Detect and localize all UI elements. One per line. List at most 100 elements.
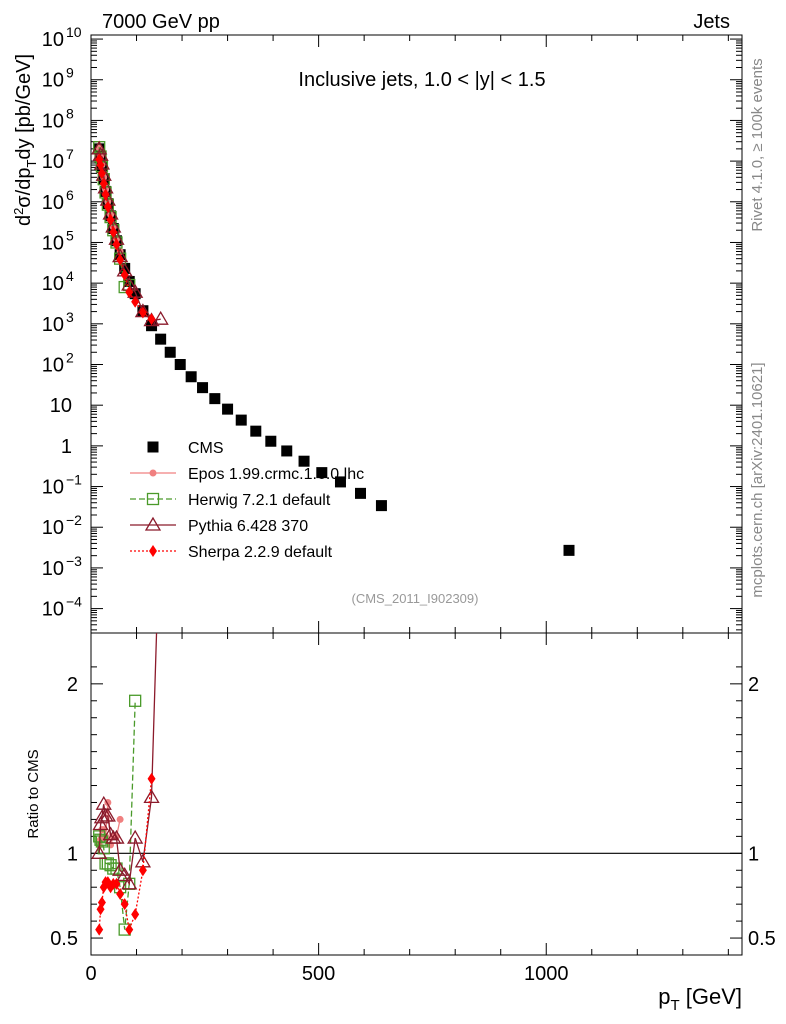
x-tick-label: 1000 (524, 963, 569, 985)
legend-label: Epos 1.99.crmc.1.6.0 lhc (188, 466, 364, 483)
ratio-plot-panel: 0 500 1000 0.5 0.5 1 1 2 2 (50, 490, 776, 985)
ratio-line (98, 633, 158, 886)
legend-label: Sherpa 2.2.9 default (188, 544, 333, 561)
ratio-point (120, 898, 129, 911)
main-y-tick-label: 10 9 (42, 65, 74, 92)
main-y-tick-label: 10 8 (42, 105, 74, 132)
data-point (563, 544, 575, 556)
ratio-y-axis-label: Ratio to CMS (25, 749, 42, 838)
ratio-series-1 (93, 694, 142, 936)
data-point (96, 159, 105, 172)
legend-entry: CMS (147, 440, 224, 457)
ratio-point (116, 887, 125, 900)
ratio-y-tick-label: 2 (67, 674, 78, 696)
ratio-point (95, 795, 112, 810)
data-point (116, 253, 125, 266)
legend-label: Pythia 6.428 370 (188, 518, 308, 535)
legend: CMS Epos 1.99.crmc.1.6.0 lhc Herwig 7.2.1 … (130, 440, 364, 561)
ratio-y-tick-label: 1 (67, 843, 78, 865)
legend-marker (149, 545, 157, 557)
data-point (109, 226, 118, 239)
legend-marker (146, 492, 160, 506)
main-y-tick-label: 10 −4 (42, 594, 82, 621)
plot-title: Inclusive jets, 1.0 < |y| < 1.5 (298, 69, 545, 91)
x-axis-label: pT [GeV] (658, 984, 742, 1014)
main-y-tick-label: 10 −2 (42, 512, 82, 539)
main-y-tick-label: 10 (50, 395, 72, 417)
data-point (298, 455, 310, 467)
ratio-point (129, 694, 142, 707)
legend-entry: Herwig 7.2.1 default (130, 492, 331, 509)
ratio-point (91, 845, 108, 859)
data-point (250, 425, 262, 437)
ratio-y-tick-label: 2 (748, 674, 759, 696)
header-right: Jets (693, 11, 730, 33)
ratio-point (108, 829, 125, 844)
x-tick-label: 0 (85, 963, 96, 985)
ratio-point (127, 829, 144, 844)
ratio-point (121, 875, 138, 890)
main-y-tick-label: 10 5 (42, 227, 74, 254)
ratio-point (110, 862, 123, 875)
ratio-point (154, 490, 168, 502)
data-point (174, 359, 186, 371)
main-series-0 (93, 143, 575, 556)
data-point (155, 333, 167, 345)
data-point (152, 310, 169, 325)
data-point (209, 393, 221, 405)
ratio-point (116, 815, 124, 823)
main-y-tick-label: 1 (61, 436, 72, 458)
ratio-point (92, 816, 109, 831)
data-point (120, 268, 129, 281)
legend-marker (147, 441, 159, 453)
legend-entry: Sherpa 2.2.9 default (130, 544, 333, 561)
ratio-y-tick-label: 0.5 (748, 928, 776, 950)
legend-entry: Epos 1.99.crmc.1.6.0 lhc (130, 466, 364, 483)
data-point (119, 262, 131, 274)
legend-entry: Pythia 6.428 370 (130, 516, 308, 535)
data-point (375, 500, 387, 512)
data-point (235, 414, 247, 426)
data-point (197, 382, 209, 394)
data-point (185, 371, 197, 383)
ratio-point (147, 772, 156, 785)
ratio-point (97, 896, 106, 909)
x-tick-label: 500 (302, 963, 335, 985)
legend-marker (144, 516, 162, 531)
ratio-point (125, 923, 134, 936)
data-point (222, 403, 234, 415)
ratio-point (99, 807, 116, 822)
main-y-tick-label: 10 10 (42, 24, 82, 51)
main-y-tick-label: 10 −3 (42, 553, 82, 580)
main-y-tick-label: 10 6 (42, 187, 74, 214)
header-left: 7000 GeV pp (102, 11, 220, 33)
mcplots-side-label: mcplots.cern.ch [arXiv:2401.10621] (749, 362, 766, 597)
data-point (97, 167, 106, 180)
ratio-y-tick-label: 0.5 (50, 928, 78, 950)
data-point (265, 435, 277, 447)
data-point (103, 200, 112, 213)
data-point (334, 476, 346, 488)
rivet-side-label: Rivet 4.1.0, ≥ 100k events (749, 58, 766, 231)
ratio-y-tick-label: 1 (748, 843, 759, 865)
data-point (316, 467, 328, 479)
main-series-4 (95, 153, 156, 326)
ratio-point (138, 864, 147, 877)
ratio-point (93, 809, 111, 824)
data-point (138, 306, 147, 319)
data-point (355, 487, 367, 499)
ratio-point (95, 923, 104, 936)
main-y-tick-label: 10 4 (42, 268, 74, 295)
ratio-series-2 (91, 490, 168, 890)
ratio-point (116, 867, 133, 881)
main-y-tick-label: 10 −1 (42, 472, 82, 499)
ratio-point (112, 877, 121, 890)
data-point (99, 177, 108, 190)
data-point (112, 238, 121, 251)
data-point (125, 286, 134, 299)
legend-label: Herwig 7.2.1 default (188, 492, 331, 509)
ratio-point (131, 908, 140, 921)
ratio-point (143, 789, 160, 804)
